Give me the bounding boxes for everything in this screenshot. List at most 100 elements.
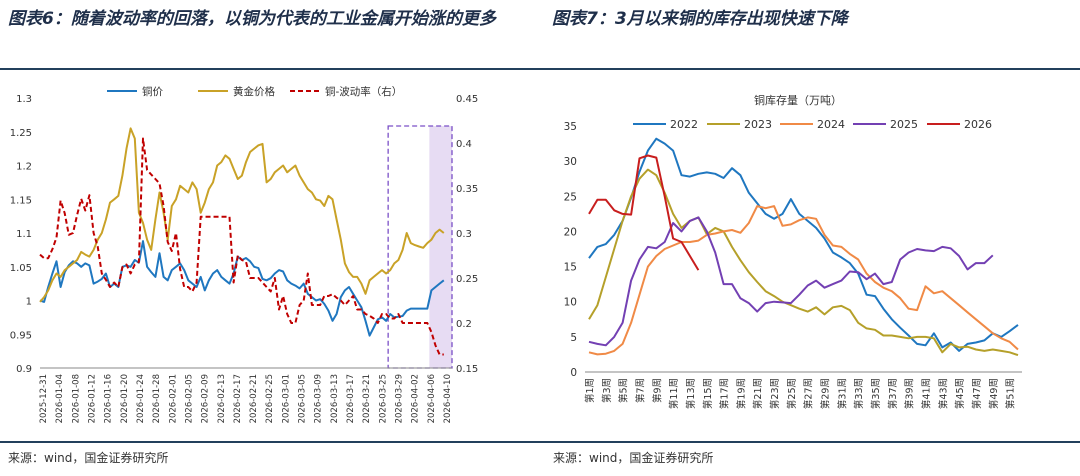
x-tick-label: 第45周 <box>954 378 966 409</box>
x-tick-label: 2026-02-09 <box>201 374 211 423</box>
y-left-tick-label: 1.15 <box>10 195 32 206</box>
legend-label: 2026 <box>964 118 992 131</box>
legend-label: 铜-波动率（右） <box>325 85 402 98</box>
copper-gold-volatility-chart: 0.9 0.95 1 1.05 1.1 1.15 1.2 1.25 1.3 0.15 0.2 0.25… <box>10 85 479 423</box>
x-tick-label: 2025-12-31 <box>39 374 49 423</box>
x-tick-label: 2026-01-04 <box>55 374 65 423</box>
x-tick-label: 2026-03-21 <box>362 374 372 423</box>
series-line-2023 <box>588 168 1019 357</box>
x-tick-label: 2026-03-05 <box>298 374 308 423</box>
y-left-tick-label: 1.25 <box>10 128 32 139</box>
x-tick-label: 2026-01-16 <box>104 374 114 423</box>
x-tick-label: 第31周 <box>836 378 848 409</box>
x-tick-label: 2026-03-29 <box>395 374 405 423</box>
highlight-shade <box>429 126 452 368</box>
y-left-tick-label: 0.95 <box>10 330 32 341</box>
y-tick-label: 10 <box>564 297 577 309</box>
x-tick-label: 第5周 <box>618 378 630 403</box>
x-tick-label: 第23周 <box>769 378 781 409</box>
y-right-tick-label: 0.3 <box>456 229 472 240</box>
x-tick-label: 2026-01-12 <box>87 374 97 423</box>
bottom-divider <box>0 441 1080 443</box>
y-tick-label: 20 <box>564 226 577 238</box>
x-tick-label: 第51周 <box>1005 378 1017 409</box>
y-right-tick-label: 0.25 <box>456 274 478 285</box>
y-tick-label: 35 <box>564 121 577 133</box>
x-tick-label: 第15周 <box>702 378 714 409</box>
x-tick-label: 2026-03-17 <box>346 374 356 423</box>
y-tick-label: 30 <box>564 156 577 168</box>
x-tick-label: 第25周 <box>786 378 798 409</box>
y-left-tick-label: 0.9 <box>16 364 32 375</box>
x-tick-label: 2026-01-20 <box>120 374 130 423</box>
x-tick-label: 2026-01-08 <box>71 374 81 423</box>
x-tick-label: 2026-02-17 <box>233 374 243 423</box>
legend-label: 2024 <box>817 118 845 131</box>
series-line-copper-volatility <box>39 137 444 356</box>
right-chart-title: 图表7：3月以来铜的库存出现快速下降 <box>552 9 848 29</box>
y-left-tick-label: 1.3 <box>16 94 32 105</box>
x-tick-label: 2026-02-01 <box>168 374 178 423</box>
x-tick-label: 第9周 <box>651 378 663 403</box>
y-right-tick-label: 0.2 <box>456 319 472 330</box>
x-tick-label: 第41周 <box>920 378 932 409</box>
y-left-tick-label: 1.2 <box>16 162 32 173</box>
x-tick-label: 2026-03-25 <box>378 374 388 423</box>
x-tick-label: 2026-02-25 <box>265 374 275 423</box>
y-tick-label: 0 <box>570 367 577 379</box>
x-tick-label: 2026-01-24 <box>136 374 146 423</box>
x-tick-label: 第21周 <box>752 378 764 409</box>
series-line-2024 <box>588 205 1019 356</box>
y-right-tick-label: 0.35 <box>456 184 478 195</box>
y-left-tick-label: 1.1 <box>16 229 32 240</box>
x-tick-label: 第47周 <box>971 378 983 409</box>
x-tick-label: 2026-04-06 <box>427 374 437 423</box>
x-tick-label: 2026-02-13 <box>217 374 227 423</box>
top-divider <box>0 68 1080 70</box>
series-line-2025 <box>588 216 994 347</box>
x-tick-label: 第33周 <box>853 378 865 409</box>
legend-label: 黄金价格 <box>233 85 275 98</box>
x-tick-label: 第3周 <box>601 378 613 403</box>
x-tick-label: 第39周 <box>904 378 916 409</box>
x-tick-label: 2026-03-09 <box>314 374 324 423</box>
x-tick-label: 2026-03-01 <box>281 374 291 423</box>
left-source-note: 来源：wind，国金证券研究所 <box>8 451 169 465</box>
series-line-2026 <box>588 154 700 271</box>
series-line-2022 <box>588 137 1019 352</box>
x-tick-label: 第7周 <box>634 378 646 403</box>
x-tick-label: 第49周 <box>988 378 1000 409</box>
x-tick-label: 第43周 <box>937 378 949 409</box>
x-tick-label: 第37周 <box>887 378 899 409</box>
y-left-tick-label: 1 <box>26 297 32 308</box>
x-tick-label: 第11周 <box>668 378 680 409</box>
right-source-note: 来源：wind，国金证券研究所 <box>553 451 714 465</box>
x-tick-label: 2026-02-21 <box>249 374 259 423</box>
x-tick-label: 第29周 <box>820 378 832 409</box>
x-tick-label: 2026-02-05 <box>184 374 194 423</box>
x-tick-label: 第35周 <box>870 378 882 409</box>
x-tick-label: 第17周 <box>719 378 731 409</box>
y-tick-label: 15 <box>564 262 577 274</box>
legend-label: 2023 <box>744 118 772 131</box>
y-right-tick-label: 0.15 <box>456 364 478 375</box>
legend-label: 2022 <box>670 118 698 131</box>
x-tick-label: 2026-03-13 <box>330 374 340 423</box>
legend-label: 2025 <box>890 118 918 131</box>
x-tick-label: 2026-04-10 <box>443 374 453 423</box>
legend-label: 铜价 <box>142 86 163 98</box>
y-left-tick-label: 1.05 <box>10 263 32 274</box>
x-tick-label: 第19周 <box>735 378 747 409</box>
x-tick-label: 2026-01-28 <box>152 374 162 423</box>
x-tick-label: 2026-04-02 <box>411 374 421 423</box>
y-tick-label: 25 <box>564 191 577 203</box>
x-tick-label: 第1周 <box>584 378 596 403</box>
chart-title: 铜库存量（万吨） <box>754 93 842 107</box>
x-tick-label: 第27周 <box>803 378 815 409</box>
series-line-gold <box>39 127 445 303</box>
y-tick-label: 5 <box>570 332 577 344</box>
left-chart-title: 图表6：随着波动率的回落，以铜为代表的工业金属开始涨的更多 <box>8 9 496 29</box>
y-right-tick-label: 0.45 <box>456 94 478 105</box>
x-tick-label: 第13周 <box>685 378 697 409</box>
